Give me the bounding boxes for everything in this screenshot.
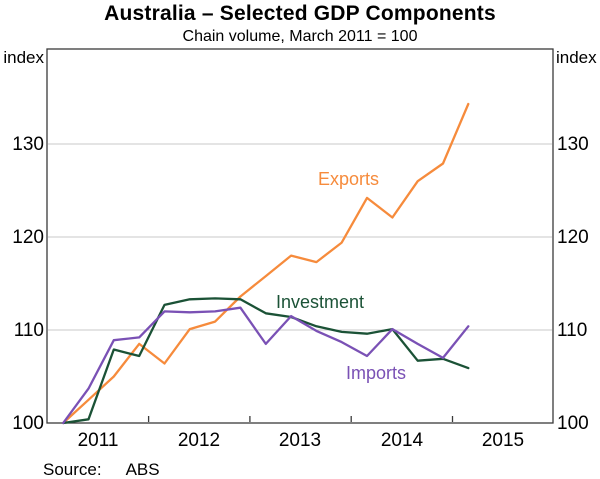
- x-tick-label-2013: 2013: [278, 430, 322, 451]
- y-axis-unit-right: index: [556, 48, 597, 67]
- x-tick-label-2012: 2012: [177, 430, 221, 451]
- source-value: ABS: [125, 460, 160, 479]
- x-tick-label-2015: 2015: [481, 430, 525, 451]
- y-tick-label-right-100: 100: [557, 413, 589, 434]
- chart-subtitle: Chain volume, March 2011 = 100: [182, 28, 418, 45]
- series-label-imports: Imports: [346, 363, 407, 383]
- chart-title: Australia – Selected GDP Components: [104, 2, 496, 25]
- source-label: Source:: [43, 460, 102, 479]
- x-tick-label-2014: 2014: [380, 430, 424, 451]
- y-tick-label-left-130: 130: [12, 134, 44, 155]
- y-tick-label-left-110: 110: [13, 320, 44, 341]
- x-tick-label-2011: 2011: [77, 430, 119, 451]
- series-label-investment: Investment: [276, 292, 365, 312]
- y-tick-label-right-120: 120: [557, 227, 589, 248]
- y-tick-label-left-120: 120: [12, 227, 44, 248]
- y-tick-label-right-110: 110: [557, 320, 588, 341]
- source-note: Source: ABS: [43, 461, 160, 478]
- y-tick-label-left-100: 100: [12, 413, 44, 434]
- series-label-exports: Exports: [318, 169, 380, 189]
- y-tick-label-right-130: 130: [557, 134, 589, 155]
- y-axis-unit-left: index: [3, 48, 44, 67]
